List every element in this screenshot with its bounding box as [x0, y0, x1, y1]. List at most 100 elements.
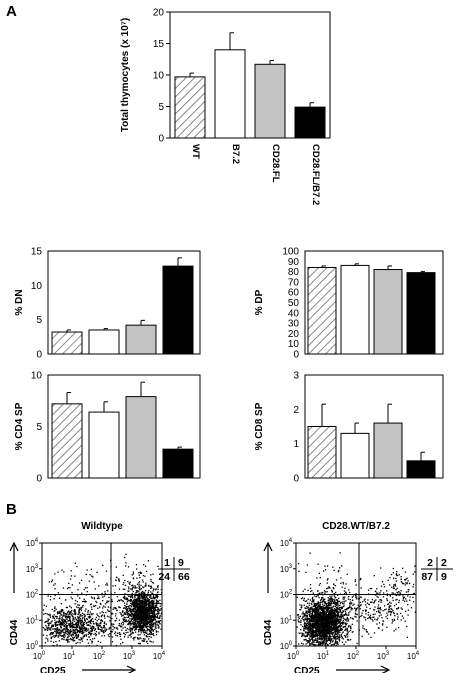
scatter-point — [308, 604, 311, 606]
scatter-point — [311, 620, 313, 622]
scatter-point — [107, 590, 109, 592]
scatter-point — [76, 621, 79, 623]
scatter-point — [332, 618, 334, 620]
plot-frame — [47, 250, 201, 355]
scatter-point — [307, 608, 310, 611]
scatter-point — [306, 624, 309, 627]
scatter-point — [55, 608, 57, 611]
scatter-point — [77, 615, 79, 618]
scatter-point — [341, 614, 343, 616]
scatter-point — [335, 604, 337, 607]
scatter-point — [67, 641, 69, 643]
scatter-point — [339, 636, 341, 638]
scatter-point — [308, 622, 310, 624]
scatter-point — [316, 630, 318, 632]
scatter-point — [312, 614, 314, 617]
scatter-point — [144, 617, 146, 619]
scatter-point — [322, 598, 325, 600]
scatter-point — [317, 613, 319, 615]
scatter-point — [125, 553, 127, 555]
scatter-point — [114, 607, 116, 610]
scatter-point — [320, 639, 322, 641]
scatter-point — [153, 616, 155, 618]
scatter-point — [138, 620, 140, 623]
scatter-point — [135, 599, 137, 601]
scatter-point — [325, 615, 327, 617]
scatter-point — [334, 600, 336, 603]
scatter-point — [79, 628, 81, 631]
scatter-point — [148, 626, 151, 628]
scatter-point — [75, 613, 77, 615]
scatter-point — [322, 599, 325, 602]
scatter-point — [315, 613, 317, 615]
scatter-point — [141, 621, 143, 623]
scatter-point — [106, 582, 108, 584]
x-tick-label: 100 — [33, 651, 46, 661]
scatter-point — [69, 605, 71, 608]
scatter-point — [155, 627, 157, 629]
scatter-point — [330, 644, 333, 646]
scatter-point — [71, 639, 73, 641]
scatter-point — [135, 618, 137, 620]
scatter-point — [134, 611, 137, 613]
scatter-point — [91, 613, 93, 616]
scatter-point — [155, 596, 157, 598]
scatter-point — [340, 613, 342, 616]
scatter-point — [350, 609, 352, 611]
scatter-point — [50, 632, 52, 634]
scatter-point — [111, 641, 114, 643]
scatter-point — [313, 626, 315, 629]
scatter-point — [334, 605, 336, 608]
scatter-point — [147, 621, 149, 623]
scatter-point — [156, 602, 158, 604]
scatter-point — [133, 608, 135, 610]
scatter-point — [305, 635, 308, 637]
scatter-point — [114, 592, 116, 594]
scatter-point — [151, 605, 153, 607]
scatter-point — [310, 606, 312, 608]
scatter-point — [311, 613, 314, 615]
scatter-point — [139, 577, 141, 579]
scatter-point — [107, 606, 109, 608]
scatter-point — [127, 613, 129, 615]
scatter-point — [89, 625, 91, 627]
scatter-point — [334, 641, 336, 643]
scatter-point — [326, 611, 328, 613]
scatter-point — [48, 624, 50, 627]
scatter-point — [134, 598, 136, 600]
scatter-point — [318, 638, 321, 640]
scatter-point — [312, 626, 314, 628]
scatter-point — [325, 618, 327, 620]
scatter-point — [327, 624, 330, 626]
scatter-point — [126, 606, 128, 608]
scatter-point — [323, 641, 325, 643]
scatter-point — [311, 608, 313, 611]
scatter-point — [316, 633, 318, 635]
scatter-point — [327, 620, 329, 622]
scatter-point — [46, 628, 48, 630]
scatter-point — [346, 608, 348, 610]
scatter-point — [310, 636, 312, 638]
scatter-point — [113, 623, 115, 625]
scatter-point — [344, 629, 346, 631]
scatter-point — [323, 622, 325, 625]
scatter-point — [151, 581, 154, 584]
scatter-point — [63, 571, 65, 573]
y-tick-label: 5 — [36, 422, 42, 433]
scatter-point — [154, 622, 156, 624]
scatter-point — [90, 618, 92, 620]
scatter-point — [342, 616, 344, 618]
scatter-point — [130, 611, 132, 613]
scatter-point — [84, 600, 86, 602]
scatter-point — [80, 579, 83, 581]
scatter-point — [342, 638, 345, 640]
scatter-point — [78, 619, 81, 621]
scatter-point — [69, 626, 71, 629]
scatter-point — [151, 587, 153, 589]
scatter-point — [136, 603, 138, 606]
scatter-point — [135, 564, 138, 566]
scatter-point — [319, 632, 321, 634]
scatter-point — [142, 600, 144, 602]
scatter-point — [69, 637, 72, 640]
scatter-point — [46, 613, 48, 615]
